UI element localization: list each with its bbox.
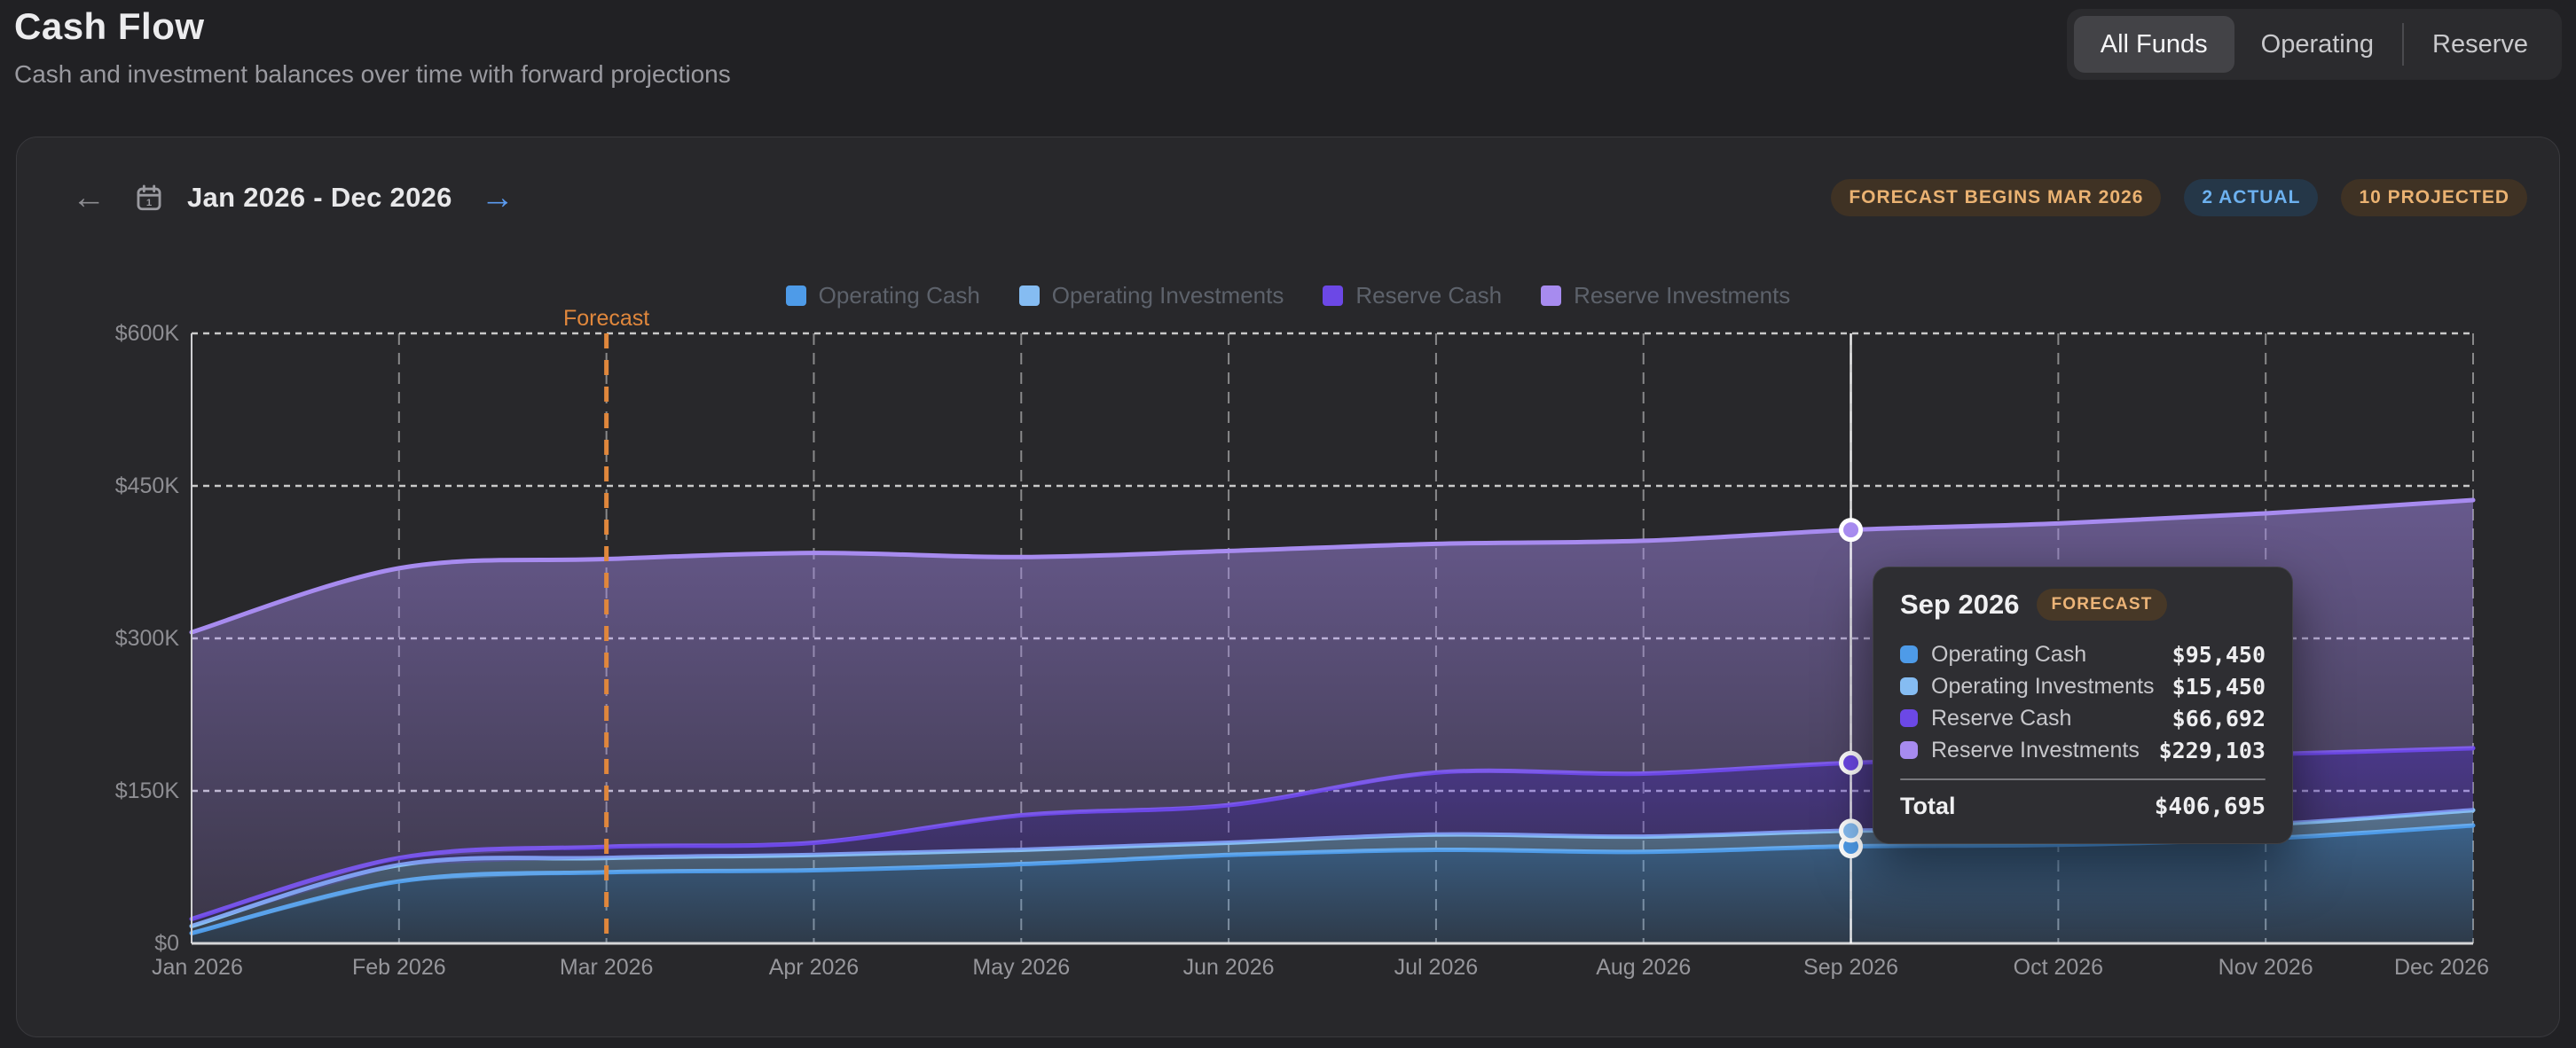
calendar-icon: 1 (134, 183, 164, 213)
arrow-right-icon: → (480, 179, 514, 216)
y-axis-tick-label: $0 (154, 931, 179, 956)
reserve-investments-swatch (1900, 741, 1918, 759)
reserve-cash-swatch (1323, 285, 1344, 306)
tooltip-row-operating-cash: Operating Cash $95,450 (1900, 638, 2266, 670)
tab-divider (2402, 23, 2404, 66)
chart-tooltip: Sep 2026 FORECAST Operating Cash $95,450… (1873, 567, 2293, 844)
tooltip-total-label: Total (1900, 793, 1956, 819)
legend-item-operating-investments[interactable]: Operating Investments (1018, 281, 1284, 309)
page-title: Cash Flow (14, 5, 205, 47)
y-axis-tick-label: $150K (115, 778, 180, 803)
operating-cash-swatch (785, 285, 806, 306)
legend-label: Operating Cash (818, 281, 980, 309)
tooltip-row-reserve-cash: Reserve Cash $66,692 (1900, 702, 2266, 734)
y-axis-tick-label: $300K (115, 626, 180, 651)
hover-dot-1 (1839, 818, 1864, 843)
tooltip-row-label: Operating Investments (1931, 673, 2155, 699)
status-badges: FORECAST BEGINS MAR 2026 2 ACTUAL 10 PRO… (1831, 179, 2527, 216)
hover-dot-2 (1839, 750, 1864, 775)
forecast-begins-badge: FORECAST BEGINS MAR 2026 (1831, 179, 2162, 216)
next-period-button[interactable]: → (475, 181, 520, 215)
tooltip-title: Sep 2026 (1900, 589, 2020, 620)
page-subtitle: Cash and investment balances over time w… (14, 60, 731, 88)
reserve-investments-swatch (1541, 285, 1562, 306)
x-axis-tick-label: Dec 2026 (2394, 955, 2489, 980)
x-axis-tick-label: Jul 2026 (1394, 955, 1479, 980)
area-band-0 (192, 825, 2473, 943)
tab-reserve[interactable]: Reserve (2432, 29, 2528, 59)
operating-investments-swatch (1900, 677, 1918, 695)
card-header: ← 1 Jan 2026 - Dec 2026 → FORECAST BEGIN… (17, 176, 2559, 219)
y-axis-tick-label: $450K (115, 473, 180, 498)
x-axis-tick-label: Nov 2026 (2219, 955, 2313, 980)
tooltip-row-label: Operating Cash (1931, 641, 2087, 667)
tooltip-row-value: $15,450 (2172, 673, 2266, 700)
arrow-left-icon: ← (72, 179, 106, 216)
x-axis-tick-label: Oct 2026 (2014, 955, 2103, 980)
x-axis-tick-label: May 2026 (972, 955, 1070, 980)
tooltip-forecast-badge: FORECAST (2037, 589, 2167, 621)
x-axis-tick-label: Sep 2026 (1803, 955, 1898, 980)
date-range-label: Jan 2026 - Dec 2026 (187, 182, 452, 213)
tooltip-row-value: $66,692 (2172, 705, 2266, 731)
x-axis-tick-label: Feb 2026 (352, 955, 446, 980)
tooltip-total-value: $406,695 (2154, 793, 2266, 820)
projected-count-badge: 10 PROJECTED (2341, 179, 2527, 216)
fund-tabs: All Funds Operating Reserve (2066, 9, 2562, 80)
operating-investments-swatch (1018, 285, 1040, 306)
series-line-3 (189, 497, 2476, 635)
prev-period-button[interactable]: ← (67, 181, 111, 215)
tooltip-row-label: Reserve Investments (1931, 737, 2140, 763)
tab-operating[interactable]: Operating (2260, 29, 2374, 59)
svg-text:1: 1 (146, 198, 152, 208)
tooltip-row-label: Reserve Cash (1931, 705, 2072, 731)
tooltip-row-value: $95,450 (2172, 641, 2266, 668)
legend-label: Operating Investments (1051, 281, 1284, 309)
reserve-cash-swatch (1900, 709, 1918, 727)
tooltip-row-operating-investments: Operating Investments $15,450 (1900, 670, 2266, 702)
tooltip-total-row: Total $406,695 (1900, 793, 2266, 820)
legend-label: Reserve Investments (1574, 281, 1791, 309)
page-header: Cash Flow Cash and investment balances o… (14, 5, 731, 89)
legend-item-reserve-cash[interactable]: Reserve Cash (1323, 282, 1502, 309)
x-axis-tick-label: Apr 2026 (769, 955, 859, 980)
cashflow-card: ← 1 Jan 2026 - Dec 2026 → FORECAST BEGIN… (16, 137, 2560, 1037)
forecast-label: Forecast (563, 306, 649, 331)
operating-cash-swatch (1900, 645, 1918, 663)
date-range-nav: ← 1 Jan 2026 - Dec 2026 → (67, 181, 520, 215)
x-axis-tick-label: Jun 2026 (1183, 955, 1275, 980)
legend-item-reserve-investments[interactable]: Reserve Investments (1541, 282, 1790, 309)
x-axis-tick-label: Aug 2026 (1596, 955, 1691, 980)
y-axis-tick-label: $600K (115, 321, 180, 346)
x-axis-tick-label: Jan 2026 (152, 955, 243, 980)
tooltip-row-value: $229,103 (2158, 737, 2266, 763)
tab-all-funds[interactable]: All Funds (2073, 16, 2234, 73)
x-axis-tick-label: Mar 2026 (560, 955, 654, 980)
chart-legend: Operating Cash Operating Investments Res… (17, 279, 2559, 311)
tooltip-row-reserve-investments: Reserve Investments $229,103 (1900, 734, 2266, 766)
tooltip-divider (1900, 778, 2266, 780)
actual-count-badge: 2 ACTUAL (2184, 179, 2319, 216)
legend-item-operating-cash[interactable]: Operating Cash (785, 281, 980, 309)
legend-label: Reserve Cash (1355, 281, 1503, 309)
hover-dot-3 (1839, 518, 1864, 543)
